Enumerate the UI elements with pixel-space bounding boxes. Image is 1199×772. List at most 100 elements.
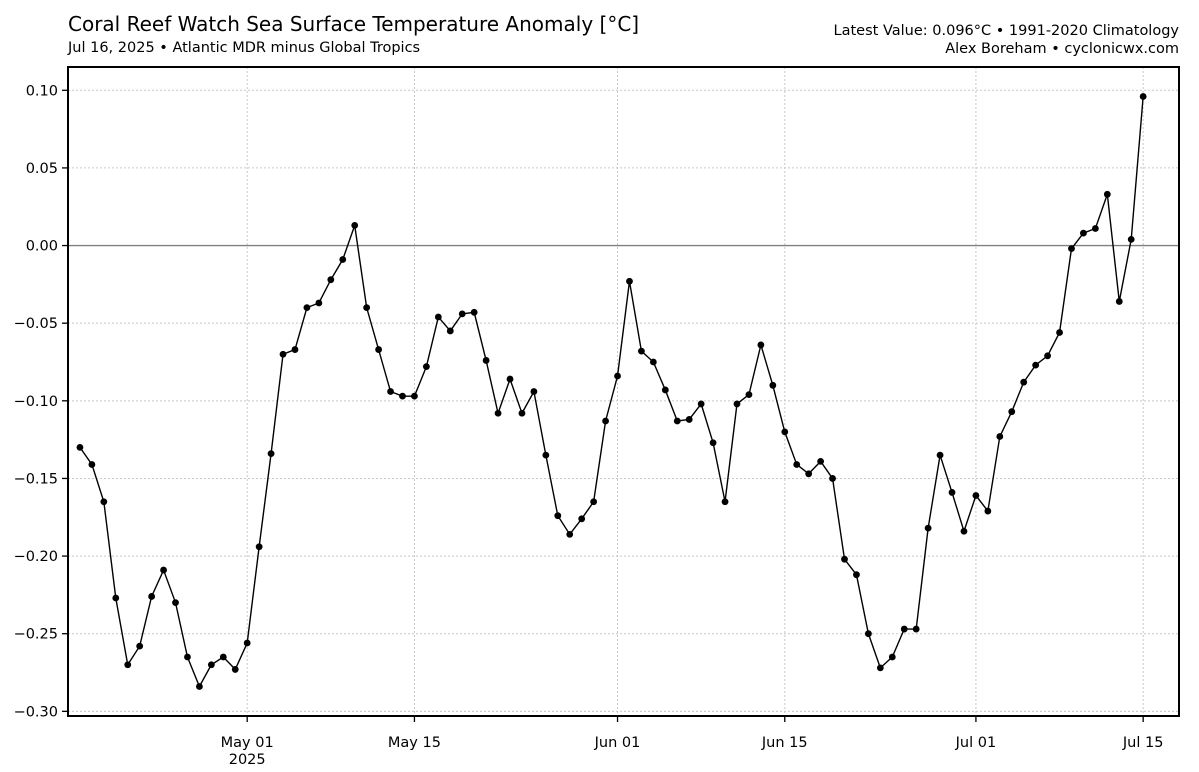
data-point [530,388,538,395]
x-tick-label: Jun 15 [761,735,808,751]
data-point [1044,352,1051,360]
data-point [291,346,299,353]
data-point [817,457,825,465]
series-line [79,96,1144,689]
y-tick-label: −0.15 [14,471,58,487]
data-point [769,381,777,389]
data-point [661,386,669,394]
data-point [219,653,227,661]
y-axis: 0.10 0.05 0.00 −0.05 −0.10 −0.15 −0.20 −0.25 −0.… [14,83,68,720]
data-point [853,571,860,579]
data-point [327,276,335,284]
data-point [351,221,359,229]
data-point [494,409,502,417]
data-point [984,507,992,515]
chart-title: Coral Reef Watch Sea Surface Temperature… [68,12,640,36]
plot-frame [67,66,1180,717]
data-point [136,642,144,650]
data-point [1068,245,1075,253]
data-point [363,304,371,312]
latest-value-text: Latest Value: 0.096°C • 1991-2020 Climat… [833,23,1179,39]
data-point [1115,298,1123,305]
x-tick-label: May 15 [388,735,441,751]
data-point [864,630,872,638]
data-point [255,543,263,551]
data-point [458,310,466,318]
data-point [411,392,418,400]
data-point [757,341,765,349]
data-point [160,566,167,574]
data-point [590,498,598,506]
x-tick-label: Jun 01 [594,735,641,751]
y-tick-label: −0.05 [14,316,58,332]
data-point [614,372,621,380]
author-credit-text: Alex Boreham • cyclonicwx.com [945,41,1179,57]
data-point [303,304,311,312]
data-point [1103,190,1111,198]
x-tick-sublabel: 2025 [229,752,266,768]
data-point [888,653,896,661]
data-point [745,391,753,399]
data-point [960,527,968,535]
data-point [912,625,920,633]
data-point [996,433,1004,440]
data-point [1056,329,1063,336]
data-point [243,639,251,647]
data-point [506,375,514,383]
data-point [100,498,108,506]
data-point [1127,235,1135,243]
grid-layer [68,67,1179,716]
data-point [339,256,347,263]
data-point [279,350,287,358]
data-point [793,461,801,468]
data-point [1091,225,1099,232]
data-point [566,530,574,538]
y-tick-label: −0.10 [14,394,58,410]
data-point [518,409,526,417]
y-tick-label: 0.05 [26,161,58,177]
data-point [841,555,848,563]
data-point [422,363,430,371]
data-point [1020,378,1028,386]
data-point [829,475,836,482]
y-tick-label: −0.25 [14,627,58,643]
data-point [709,439,717,447]
data-point [375,346,383,353]
data-point [697,400,705,408]
data-point [638,347,645,355]
data-point [88,461,96,468]
data-point [434,313,442,321]
data-point [876,664,884,672]
points-layer [76,93,1147,690]
data-point [207,661,215,669]
x-tick-label: Jul 15 [1122,735,1164,751]
data-point [399,392,406,400]
data-point [542,451,550,459]
data-point [470,308,478,316]
data-point [267,450,275,458]
data-point [602,417,609,425]
data-point [76,443,84,451]
data-point [626,277,633,285]
data-point [196,683,203,690]
data-point [649,358,657,366]
y-tick-label: 0.10 [26,83,58,99]
x-tick-label: May 01 [221,735,274,751]
data-point [1139,93,1147,100]
y-tick-label: −0.20 [14,549,58,565]
data-point [685,416,693,423]
data-point [673,417,681,425]
x-tick-label: Jul 01 [955,735,997,751]
data-point [972,492,980,499]
data-point [781,428,789,436]
data-point [148,593,156,600]
data-point [172,599,179,607]
y-tick-label: 0.00 [26,239,58,255]
data-point [124,661,132,669]
data-point [733,400,741,408]
data-point [112,594,120,602]
data-point [1080,229,1087,237]
data-point [721,498,729,506]
